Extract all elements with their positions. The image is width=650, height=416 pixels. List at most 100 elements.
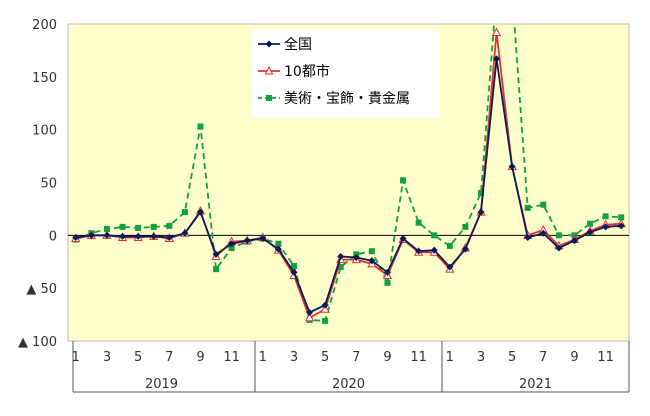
x-tick-label: 1 — [259, 350, 267, 365]
data-point — [446, 242, 453, 249]
data-point — [135, 224, 142, 231]
data-point — [119, 232, 127, 240]
data-point — [134, 232, 142, 240]
x-tick-label: 9 — [570, 350, 578, 365]
y-tick-label: 50 — [40, 177, 57, 192]
year-label: 2019 — [145, 377, 178, 392]
legend-label: 全国 — [284, 37, 312, 53]
x-tick-label: 7 — [165, 350, 173, 365]
data-point — [337, 252, 345, 260]
data-point — [431, 232, 438, 239]
x-tick-label: 3 — [103, 350, 111, 365]
data-point — [212, 250, 220, 258]
data-point — [213, 266, 220, 273]
data-point — [368, 257, 376, 265]
data-point — [243, 237, 251, 245]
data-point — [540, 201, 547, 208]
data-point — [586, 228, 594, 236]
data-point — [228, 245, 235, 252]
data-point — [275, 240, 282, 247]
data-point — [524, 204, 531, 211]
legend-label: 10都市 — [284, 64, 330, 80]
data-point — [103, 225, 110, 232]
data-point — [399, 235, 407, 243]
data-point — [150, 232, 158, 240]
data-point — [290, 268, 298, 276]
x-tick-label: 1 — [446, 350, 454, 365]
data-point — [493, 55, 501, 63]
data-point — [415, 219, 422, 226]
data-point — [368, 248, 375, 255]
data-point — [508, 163, 516, 171]
data-point — [322, 317, 329, 324]
data-point — [618, 214, 625, 221]
data-point — [197, 123, 204, 130]
data-point — [491, 27, 502, 36]
year-label: 2021 — [519, 377, 552, 392]
data-point — [181, 229, 189, 237]
data-point — [320, 304, 330, 313]
legend-swatch — [258, 95, 280, 101]
data-point — [383, 268, 391, 276]
data-point — [477, 190, 484, 197]
data-point — [555, 244, 563, 252]
data-point — [119, 223, 126, 230]
legend-swatch — [258, 65, 280, 75]
data-point — [400, 177, 407, 184]
series-group — [72, 24, 625, 324]
data-point — [384, 279, 391, 286]
data-point — [87, 231, 95, 239]
data-point — [352, 254, 360, 262]
data-point — [446, 263, 454, 271]
data-point — [430, 246, 438, 254]
x-tick-label: 3 — [290, 350, 298, 365]
data-point — [166, 222, 173, 229]
data-point — [555, 232, 562, 239]
year-label: 2020 — [332, 377, 365, 392]
data-point — [321, 301, 329, 309]
data-point — [304, 312, 315, 322]
chart-legend: 全国 10都市美術・宝飾・貴金属 — [252, 30, 440, 118]
y-tick-label: ▲ 100 — [18, 335, 57, 350]
data-point — [415, 247, 423, 255]
x-tick-label: 3 — [477, 350, 485, 365]
data-point — [103, 231, 111, 239]
y-tick-label: 0 — [49, 229, 57, 244]
data-point — [150, 223, 157, 230]
x-tick-label: 11 — [410, 350, 427, 365]
x-tick-label: 9 — [196, 350, 204, 365]
x-tick-label: 5 — [134, 350, 142, 365]
x-tick-label: 5 — [321, 350, 329, 365]
data-point — [306, 308, 314, 316]
legend-swatch — [258, 40, 280, 48]
data-point — [524, 233, 532, 241]
legend-item: 美術・宝飾・貴金属 — [258, 88, 410, 108]
data-point — [539, 229, 547, 237]
data-point — [461, 245, 469, 253]
data-point — [72, 233, 80, 241]
x-tick-label: 7 — [352, 350, 360, 365]
x-tick-label: 11 — [223, 350, 240, 365]
x-tick-label: 7 — [539, 350, 547, 365]
data-point — [587, 220, 594, 227]
data-point — [259, 235, 267, 243]
y-tick-label: ▲ 50 — [26, 282, 57, 297]
data-point — [462, 223, 469, 230]
data-point — [617, 222, 625, 230]
data-point — [337, 264, 344, 271]
data-point — [196, 208, 204, 216]
legend-item: 10都市 — [258, 61, 330, 81]
x-tick-label: 1 — [72, 350, 80, 365]
x-tick-label: 9 — [383, 350, 391, 365]
series-group — [72, 55, 625, 316]
data-point — [181, 209, 188, 216]
y-tick-label: 200 — [32, 18, 57, 33]
data-point — [477, 208, 485, 216]
data-point — [274, 245, 282, 253]
x-tick-label: 5 — [508, 350, 516, 365]
data-point — [228, 240, 236, 248]
data-point — [165, 233, 173, 241]
data-point — [570, 237, 578, 245]
y-tick-label: 150 — [32, 71, 57, 86]
legend-item: 全国 — [258, 34, 312, 54]
